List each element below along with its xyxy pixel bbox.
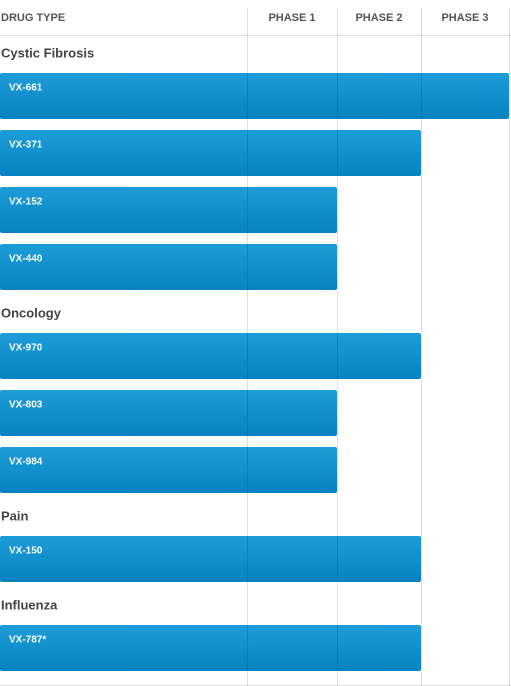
drug-name: VX-150: [9, 546, 43, 557]
drug-bar: [0, 625, 421, 671]
drug-bar: [0, 130, 421, 176]
group-label: Cystic Fibrosis: [1, 45, 94, 60]
drug-name: VX-787*: [9, 635, 46, 646]
phase-header: PHASE 3: [441, 12, 488, 24]
drug-bar: [0, 187, 337, 233]
header-label: DRUG TYPE: [1, 12, 65, 24]
drug-bar: [0, 536, 421, 582]
group-label: Pain: [1, 508, 29, 523]
drug-bar: [0, 244, 337, 290]
drug-name: VX-152: [9, 197, 43, 208]
drug-bar: [0, 390, 337, 436]
drug-name: VX-803: [9, 400, 43, 411]
drug-name: VX-984: [9, 457, 43, 468]
group-label: Influenza: [1, 597, 58, 612]
drug-bar: [0, 447, 337, 493]
drug-name: VX-970: [9, 343, 43, 354]
drug-name: VX-371: [9, 140, 43, 151]
drug-bar: [0, 73, 509, 119]
drug-name: VX-661: [9, 83, 43, 94]
drug-name: VX-440: [9, 254, 43, 265]
phase-header: PHASE 1: [268, 12, 315, 24]
phase-header: PHASE 2: [355, 12, 402, 24]
group-label: Oncology: [1, 305, 62, 320]
drug-bar: [0, 333, 421, 379]
